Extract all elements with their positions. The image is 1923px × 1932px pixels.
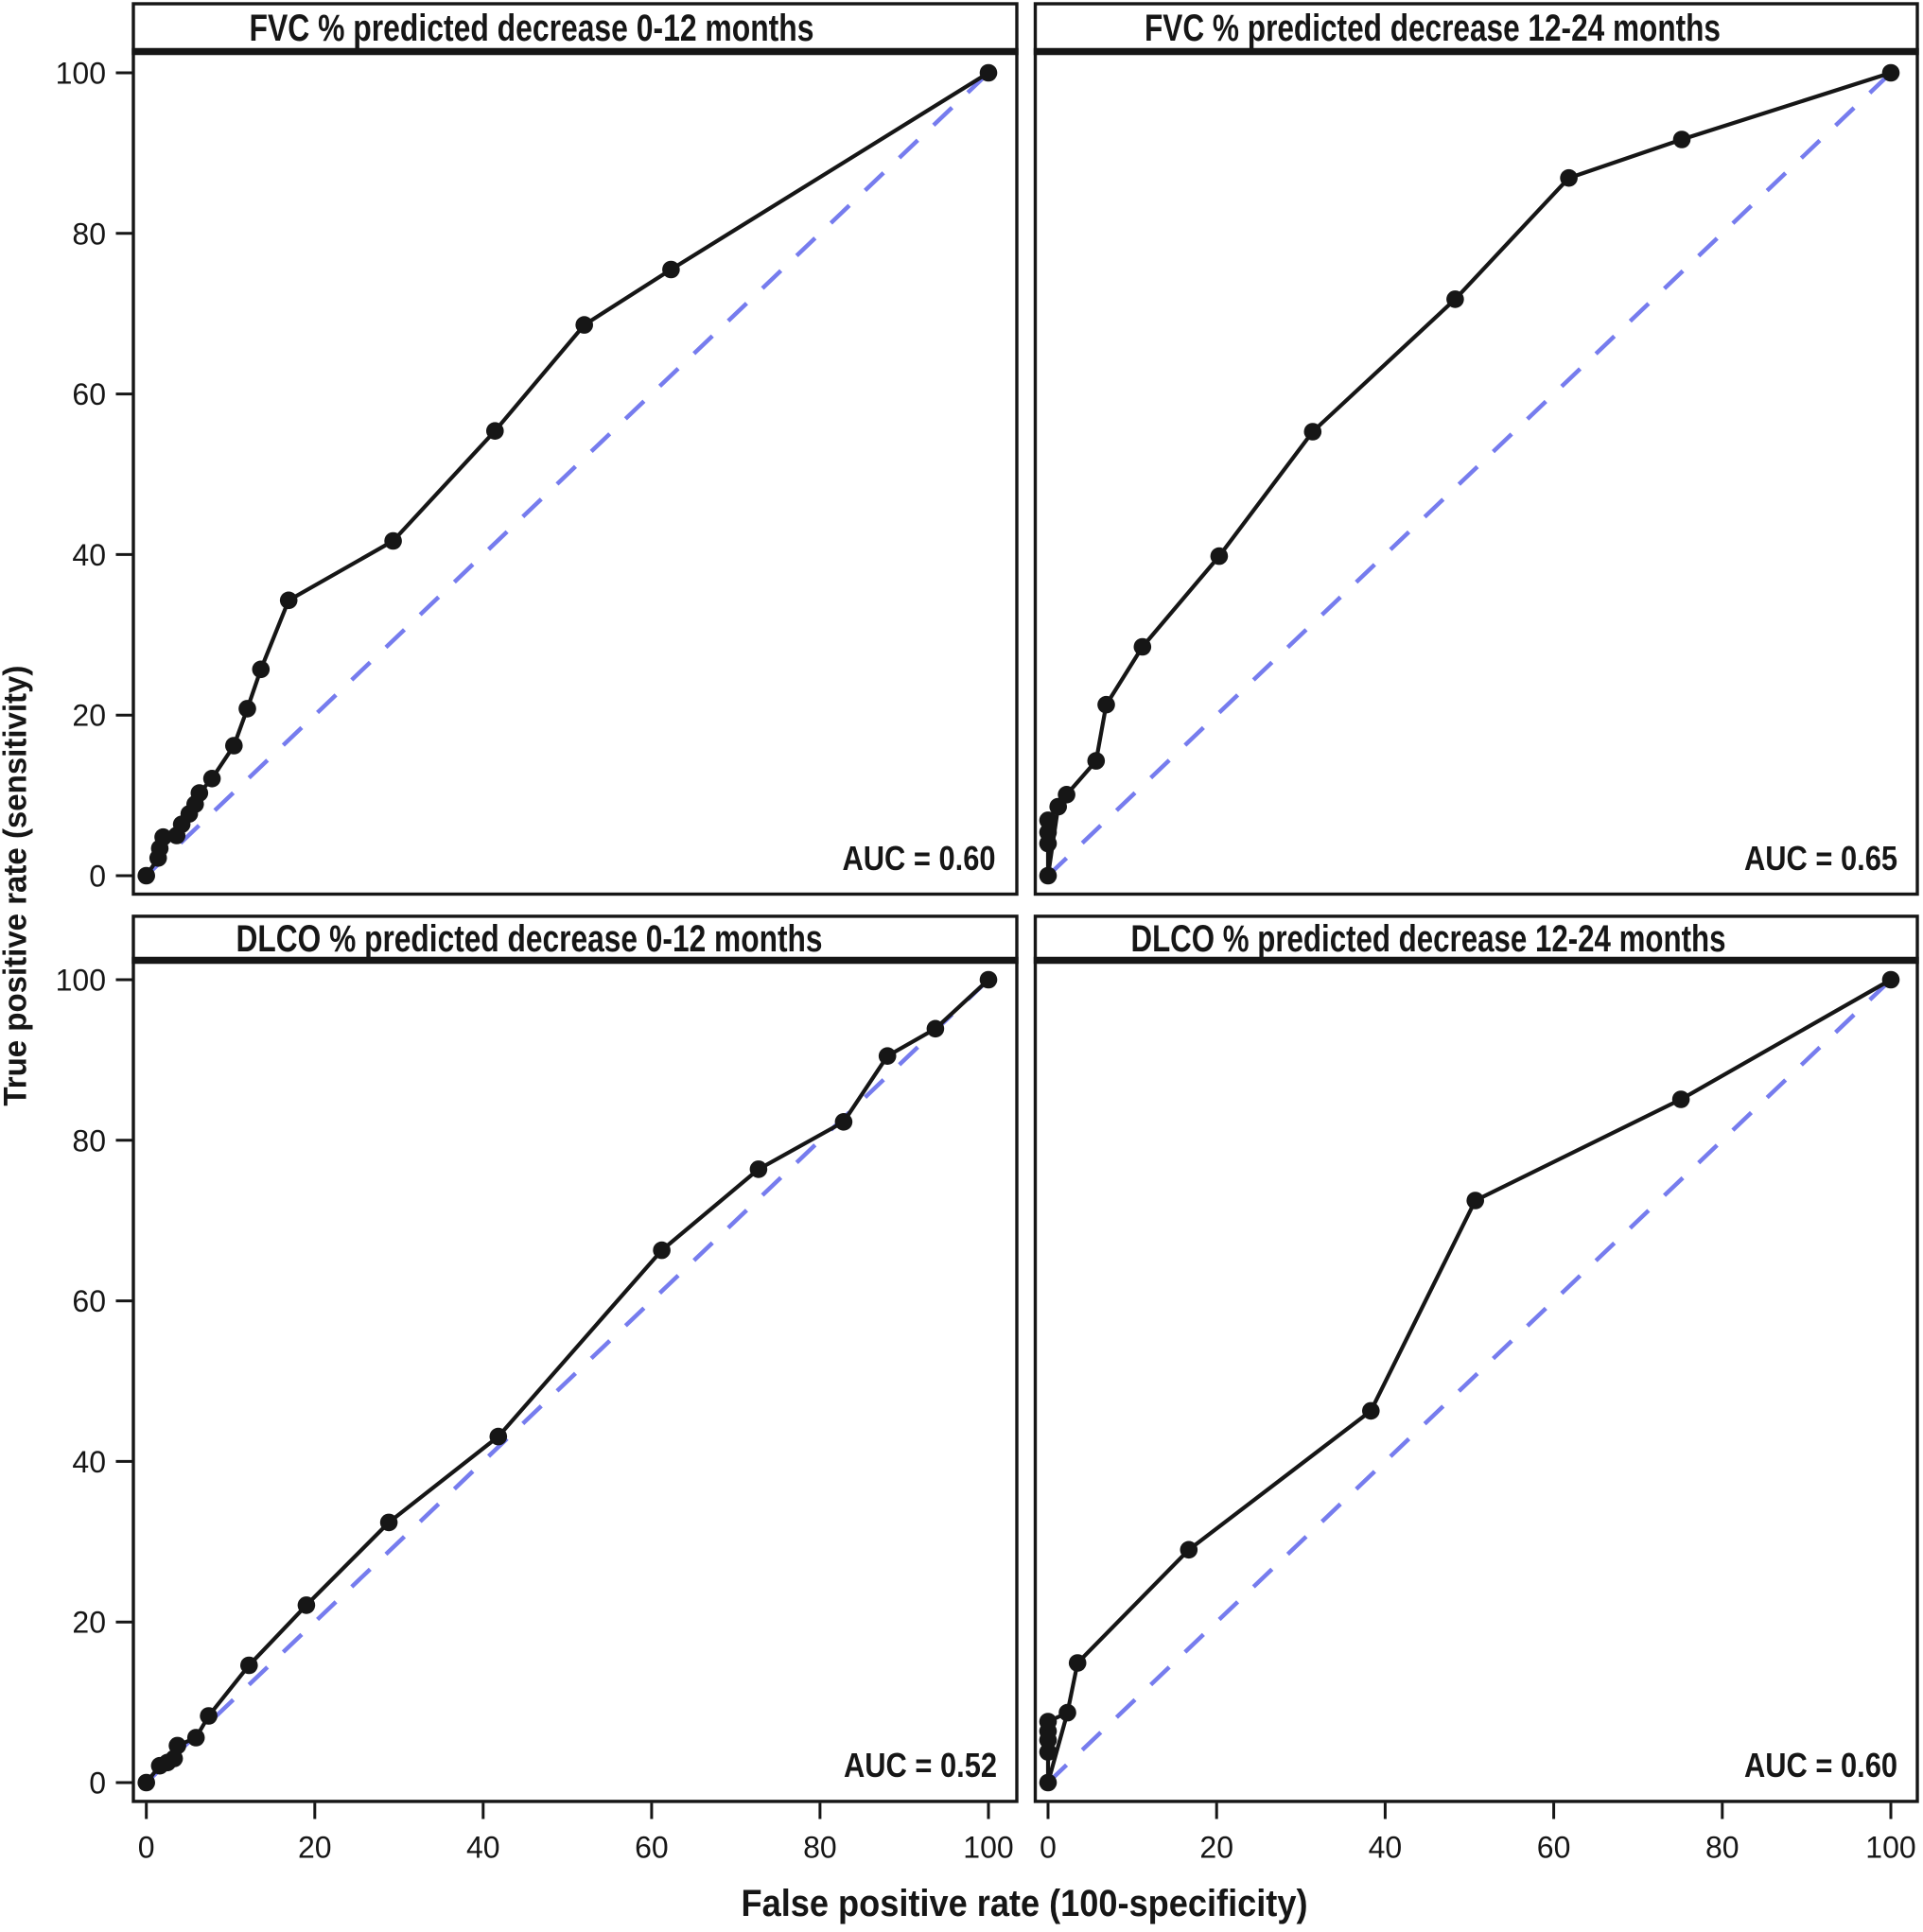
svg-text:0: 0: [89, 1767, 106, 1801]
svg-text:80: 80: [803, 1831, 837, 1865]
svg-text:100: 100: [963, 1831, 1013, 1865]
svg-text:100: 100: [56, 57, 106, 91]
svg-text:AUC = 0.60: AUC = 0.60: [843, 839, 996, 878]
svg-text:FVC % predicted decrease 12-24: FVC % predicted decrease 12-24 months: [1145, 8, 1721, 49]
svg-text:AUC = 0.60: AUC = 0.60: [1744, 1746, 1897, 1784]
svg-text:20: 20: [298, 1831, 332, 1865]
svg-text:100: 100: [56, 964, 106, 998]
svg-text:40: 40: [72, 1445, 106, 1479]
svg-text:80: 80: [72, 217, 106, 251]
svg-text:0: 0: [1040, 1831, 1057, 1865]
svg-text:FVC % predicted decrease 0-12: FVC % predicted decrease 0-12 months: [250, 8, 814, 49]
svg-text:DLCO % predicted decrease 0-12: DLCO % predicted decrease 0-12 months: [236, 918, 823, 960]
svg-text:40: 40: [466, 1831, 500, 1865]
svg-text:60: 60: [635, 1831, 669, 1865]
svg-text:80: 80: [1705, 1831, 1739, 1865]
svg-text:0: 0: [89, 860, 106, 894]
svg-text:40: 40: [1369, 1831, 1403, 1865]
svg-text:AUC = 0.65: AUC = 0.65: [1744, 839, 1897, 878]
svg-text:60: 60: [1537, 1831, 1571, 1865]
svg-text:20: 20: [72, 699, 106, 733]
svg-text:False positive rate (100-speci: False positive rate (100-specificity): [742, 1883, 1308, 1924]
svg-text:60: 60: [72, 377, 106, 411]
svg-text:AUC = 0.52: AUC = 0.52: [844, 1746, 997, 1784]
svg-text:0: 0: [138, 1831, 155, 1865]
svg-text:80: 80: [72, 1123, 106, 1157]
svg-text:40: 40: [72, 538, 106, 572]
svg-text:20: 20: [72, 1606, 106, 1640]
svg-text:True positive rate (sensitivit: True positive rate (sensitivity): [0, 666, 34, 1106]
svg-text:60: 60: [72, 1284, 106, 1318]
svg-text:100: 100: [1865, 1831, 1915, 1865]
svg-text:20: 20: [1199, 1831, 1233, 1865]
svg-text:DLCO % predicted decrease 12-2: DLCO % predicted decrease 12-24 months: [1131, 918, 1726, 960]
